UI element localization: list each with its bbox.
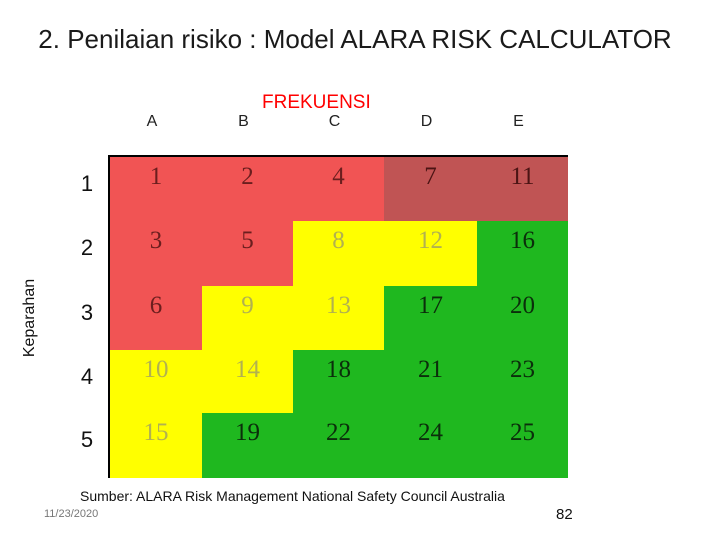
frequency-axis-label: FREKUENSI bbox=[262, 92, 371, 113]
matrix-cell: 9 bbox=[202, 286, 293, 350]
matrix-cell: 5 bbox=[202, 221, 293, 286]
risk-matrix: 1 2 4 7 11 3 5 8 12 16 6 9 13 17 20 10 14 18 21 23 15 19 22 24 2… bbox=[108, 155, 568, 478]
matrix-cell: 13 bbox=[293, 286, 384, 350]
matrix-cell: 11 bbox=[477, 157, 568, 221]
slide-title: 2. Penilaian risiko : Model ALARA RISK C… bbox=[38, 24, 672, 54]
matrix-cell: 6 bbox=[110, 286, 202, 350]
row-header-5: 5 bbox=[80, 427, 94, 452]
row-header-1: 1 bbox=[80, 171, 94, 196]
matrix-cell: 17 bbox=[384, 286, 477, 350]
row-header-4: 4 bbox=[80, 364, 94, 389]
column-header-a: A bbox=[146, 113, 158, 130]
slide-date: 11/23/2020 bbox=[44, 508, 99, 520]
matrix-cell: 8 bbox=[293, 221, 384, 286]
matrix-cell: 14 bbox=[202, 350, 293, 413]
matrix-cell: 22 bbox=[293, 413, 384, 478]
row-header-2: 2 bbox=[80, 235, 94, 260]
matrix-cell: 21 bbox=[384, 350, 477, 413]
severity-axis-label: Keparahan bbox=[21, 278, 38, 358]
matrix-cell: 24 bbox=[384, 413, 477, 478]
column-header-e: E bbox=[513, 113, 524, 130]
matrix-cell: 4 bbox=[293, 157, 384, 221]
matrix-cell: 16 bbox=[477, 221, 568, 286]
matrix-cell: 2 bbox=[202, 157, 293, 221]
matrix-cell: 15 bbox=[110, 413, 202, 478]
column-header-d: D bbox=[420, 113, 433, 130]
matrix-cell: 7 bbox=[384, 157, 477, 221]
column-header-b: B bbox=[238, 113, 249, 130]
matrix-cell: 12 bbox=[384, 221, 477, 286]
matrix-cell: 23 bbox=[477, 350, 568, 413]
matrix-cell: 10 bbox=[110, 350, 202, 413]
row-header-3: 3 bbox=[80, 300, 94, 325]
page-number: 82 bbox=[556, 506, 573, 523]
column-header-c: C bbox=[328, 113, 341, 130]
matrix-cell: 19 bbox=[202, 413, 293, 478]
matrix-cell: 20 bbox=[477, 286, 568, 350]
matrix-cell: 25 bbox=[477, 413, 568, 478]
source-note: Sumber: ALARA Risk Management National S… bbox=[80, 488, 505, 504]
matrix-cell: 18 bbox=[293, 350, 384, 413]
matrix-cell: 3 bbox=[110, 221, 202, 286]
matrix-cell: 1 bbox=[110, 157, 202, 221]
